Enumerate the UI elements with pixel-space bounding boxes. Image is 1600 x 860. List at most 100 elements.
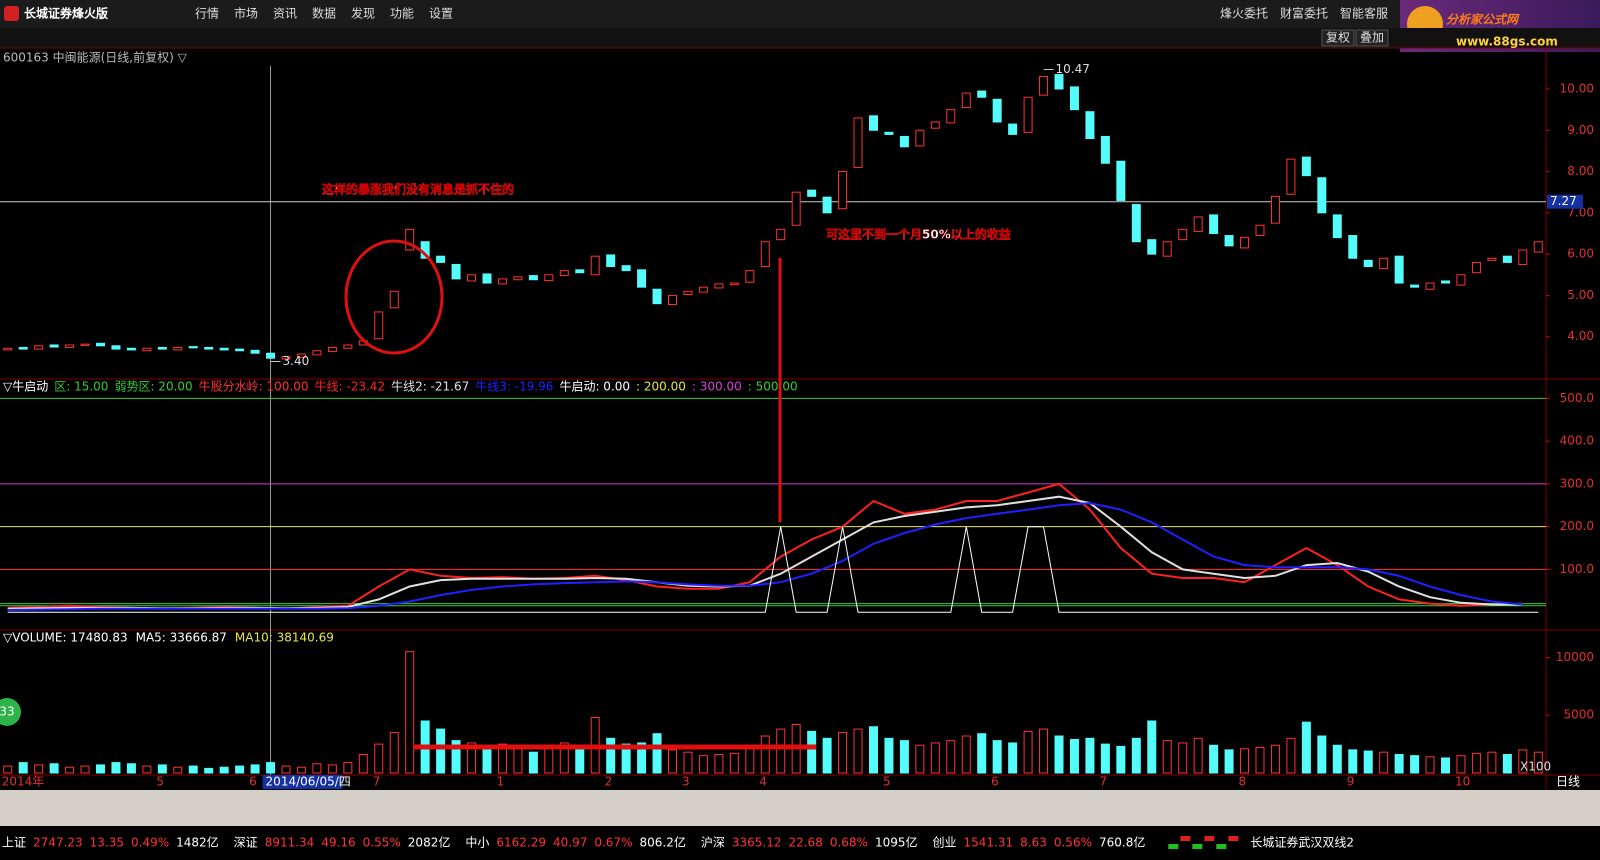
y-tick-label: 7.00: [1567, 205, 1594, 219]
tool-label[interactable]: 复权: [1326, 31, 1350, 45]
volume-bar: [1224, 749, 1234, 774]
candle: [1240, 237, 1250, 249]
candle: [389, 290, 399, 309]
menu-item[interactable]: 财富委托: [1280, 6, 1328, 21]
volume-bar: [807, 730, 817, 774]
index-quote: 创业: [933, 836, 957, 850]
volume-bar: [729, 752, 739, 774]
candle: [1209, 214, 1219, 234]
menu-item[interactable]: 烽火委托: [1220, 7, 1268, 21]
menu-item[interactable]: 设置: [429, 7, 453, 21]
volume-bar: [559, 742, 569, 774]
candle: [80, 343, 90, 346]
volume-bar: [126, 763, 136, 774]
candle: [1533, 241, 1543, 253]
legend-item: 牛线2: -21.67: [391, 379, 469, 394]
index-quote: 13.35: [90, 836, 124, 850]
volume-bar: [1209, 744, 1219, 774]
index-quote: 0.67%: [594, 836, 632, 850]
volume-bar: [65, 766, 75, 774]
candle: [219, 347, 229, 351]
candle: [1317, 177, 1327, 214]
menu-item[interactable]: 资讯: [273, 7, 297, 21]
candle: [1116, 160, 1126, 201]
y-tick-label: 300.0: [1560, 476, 1594, 490]
candle: [1069, 86, 1079, 111]
candle: [1487, 257, 1497, 261]
low-label: 3.40: [283, 354, 310, 368]
candle: [714, 283, 724, 289]
volume-bar: [822, 737, 832, 774]
menu-item[interactable]: 行情: [195, 7, 219, 21]
index-quote: 1541.31: [964, 836, 1014, 850]
volume-bar: [1301, 721, 1311, 774]
candle: [327, 346, 337, 353]
y-tick-label: 100.0: [1560, 562, 1594, 576]
volume-bar: [235, 765, 245, 774]
volume-unit: X100: [1520, 760, 1551, 774]
volume-bar: [977, 733, 987, 774]
candle: [1008, 123, 1018, 135]
index-quote: 22.68: [788, 836, 822, 850]
broker: 长城证券武汉双线2: [1250, 835, 1354, 850]
tab-area: [0, 790, 1600, 826]
index-quote: 760.8亿: [1099, 835, 1145, 850]
volume-bar: [250, 764, 260, 774]
candle: [281, 356, 291, 360]
volume-bar: [95, 764, 105, 774]
candle: [49, 344, 59, 348]
tool-button[interactable]: [1321, 29, 1355, 47]
menu-item[interactable]: 功能: [390, 7, 414, 21]
indicator-line: [7, 502, 1523, 611]
annotation: 这样的暴涨我们没有消息是抓不住的: [322, 182, 514, 197]
volume-bar: [1363, 750, 1373, 774]
candle: [1410, 284, 1420, 288]
index-quote: 2747.23: [33, 836, 83, 850]
index-quote: 49.16: [321, 836, 355, 850]
volume-bar: [606, 737, 616, 774]
candle: [838, 171, 848, 210]
index-quote: 0.68%: [830, 836, 868, 850]
menu-item[interactable]: 市场: [234, 6, 258, 21]
candle: [126, 347, 136, 351]
volume-bar: [853, 728, 863, 774]
candle: [312, 350, 322, 356]
volume-bar: [281, 765, 291, 774]
highlight-circle: [344, 239, 444, 355]
volume-bar: [961, 735, 971, 774]
legend-item: 牛股分水岭: 100.00: [199, 379, 309, 394]
volume-bar: [652, 733, 662, 774]
volume-bar: [1023, 730, 1033, 774]
menu-item[interactable]: 智能客服: [1340, 6, 1388, 21]
volume-bar: [1317, 735, 1327, 774]
candle: [1471, 261, 1481, 274]
high-label: 10.47: [1056, 62, 1090, 76]
period-bar: [0, 28, 1600, 48]
volume-bar: [1332, 744, 1342, 774]
volume-bar: [1286, 737, 1296, 774]
volume-bar: [111, 762, 121, 774]
index-quote: 2082亿: [408, 835, 451, 850]
volume-bar: [683, 751, 693, 774]
candle: [868, 115, 878, 131]
candle: [1518, 249, 1528, 265]
volume-bar: [884, 737, 894, 774]
candle: [977, 90, 987, 98]
candle: [668, 294, 678, 306]
volume-bar: [1131, 737, 1141, 774]
legend-item: : 300.00: [692, 380, 742, 394]
menu-item[interactable]: 数据: [312, 6, 336, 21]
volume-bar: [1502, 754, 1512, 774]
legend-item: 弱势区: 20.00: [114, 380, 192, 394]
tool-label[interactable]: 叠加: [1360, 31, 1384, 45]
app-icon: [4, 6, 19, 21]
volume-bar: [358, 754, 368, 774]
candle: [822, 196, 832, 214]
candle: [157, 346, 167, 350]
candle: [899, 135, 909, 148]
volume-bar: [1116, 745, 1126, 774]
menu-item[interactable]: 发现: [351, 6, 375, 21]
candle: [745, 270, 755, 283]
tool-button[interactable]: [1355, 29, 1389, 47]
